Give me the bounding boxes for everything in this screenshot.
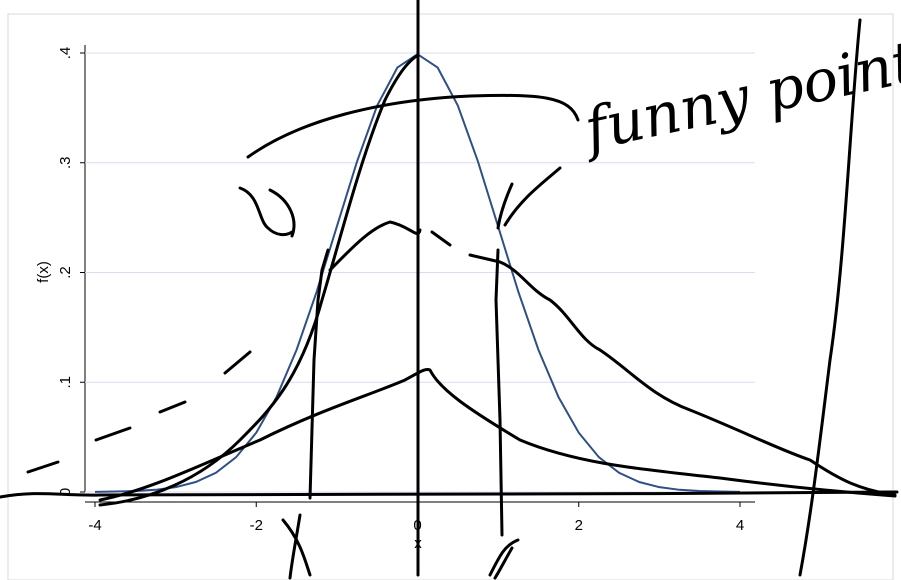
x-tick-label: -4 [88,517,101,534]
y-tick-label: .3 [57,156,74,169]
chart: 0.1.2.3.4-4-2024 x f(x) funny points [0,0,901,580]
y-tick-label: .2 [57,266,74,279]
y-axis-label: f(x) [35,261,52,283]
x-tick-label: -2 [250,517,263,534]
y-tick-label: .4 [57,47,74,60]
y-tick-label: .1 [57,376,74,389]
x-tick-label: 4 [736,517,744,534]
x-tick-label: 2 [575,517,583,534]
